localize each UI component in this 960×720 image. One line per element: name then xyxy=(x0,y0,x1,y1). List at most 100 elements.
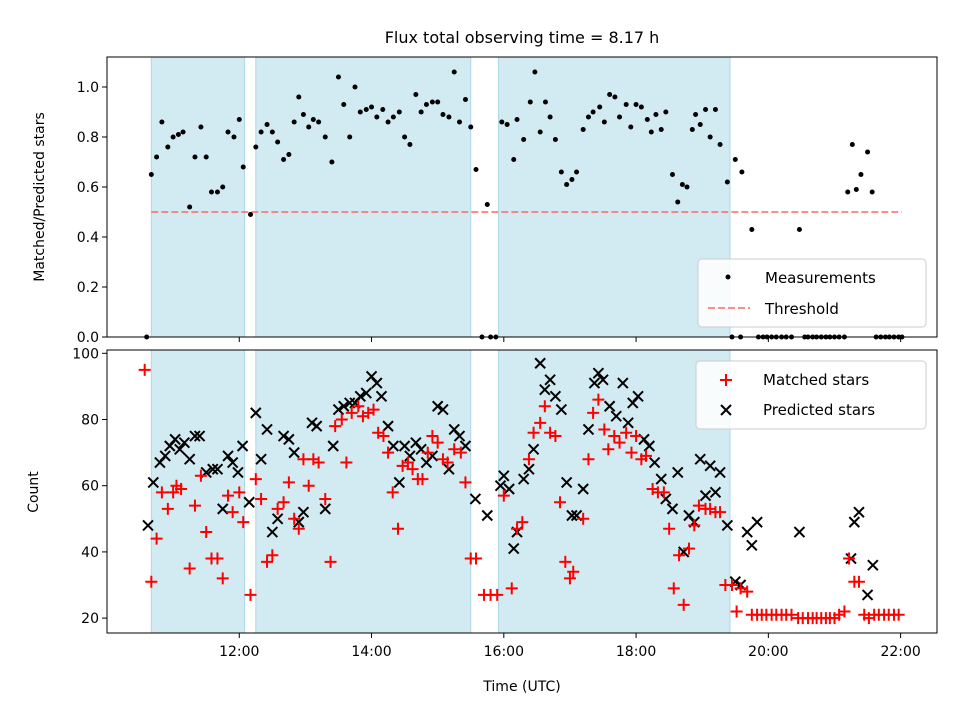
matched-point xyxy=(741,585,754,598)
matched-point xyxy=(673,549,686,562)
measurement-point xyxy=(712,107,718,112)
measurement-point xyxy=(484,202,490,207)
measurement-point xyxy=(739,169,745,175)
measurement-point xyxy=(564,182,570,187)
measurement-point xyxy=(511,157,517,162)
legend-matched-marker xyxy=(720,374,732,386)
matched-point xyxy=(441,456,454,469)
matched-point xyxy=(167,486,180,499)
predicted-point xyxy=(577,483,589,495)
bottom-legend: Matched stars Predicted stars xyxy=(695,360,927,430)
bottom-xtick-label: 18:00 xyxy=(616,644,656,660)
measurement-point xyxy=(849,142,855,147)
measurement-point xyxy=(192,154,198,160)
top-xticks-layer xyxy=(238,337,902,342)
matched-point xyxy=(688,519,701,532)
top-shaded-span-0 xyxy=(150,56,246,338)
matched-point xyxy=(667,582,680,595)
measurement-point xyxy=(462,97,468,102)
measurement-point xyxy=(617,114,623,120)
matched-point xyxy=(459,476,472,489)
top-ytick-label: 0.4 xyxy=(77,230,99,246)
measurement-point xyxy=(396,109,402,115)
measurement-point xyxy=(653,112,659,117)
matched-point xyxy=(155,486,168,499)
measurement-point xyxy=(689,127,695,132)
matched-point xyxy=(194,469,207,482)
matched-point xyxy=(249,473,262,486)
top-panel: 0.0 0.2 0.4 0.6 0.8 1.0 Matched/Predicted sta… xyxy=(32,56,938,346)
bottom-y-axis-label: Count xyxy=(26,471,42,513)
predicted-point xyxy=(261,423,273,436)
measurement-point xyxy=(590,109,596,115)
predicted-point xyxy=(848,516,861,528)
measurement-point xyxy=(407,142,413,147)
legend-predicted-label: Predicted stars xyxy=(763,401,875,419)
predicted-point xyxy=(539,384,551,396)
predicted-point xyxy=(453,430,466,442)
measurement-point xyxy=(658,127,664,132)
legend-matched-label: Matched stars xyxy=(763,371,869,389)
measurement-point xyxy=(329,159,335,165)
matched-point xyxy=(892,608,905,621)
predicted-point xyxy=(517,473,530,485)
legend-predicted-marker xyxy=(720,404,732,416)
predicted-point xyxy=(319,503,331,515)
matched-point xyxy=(692,499,705,512)
matched-point xyxy=(282,476,295,489)
measurement-point xyxy=(248,212,254,217)
measurement-point xyxy=(558,169,564,175)
measurement-point xyxy=(628,124,634,130)
measurement-point xyxy=(527,99,533,105)
matched-point xyxy=(386,486,399,499)
matched-point xyxy=(367,403,380,416)
predicted-point xyxy=(853,506,865,518)
predicted-point xyxy=(610,410,622,422)
matched-point xyxy=(559,555,572,568)
matched-point xyxy=(302,479,315,492)
measurement-point xyxy=(369,104,375,110)
matched-point xyxy=(175,483,188,496)
predicted-point xyxy=(297,506,310,518)
top-ytick-label: 1.0 xyxy=(77,80,99,96)
bottom-ytick-label: 100 xyxy=(72,346,99,362)
predicted-point xyxy=(250,407,262,419)
measurement-point xyxy=(316,119,322,125)
bottom-shaded-span-2 xyxy=(498,349,731,634)
measurement-point xyxy=(675,199,681,205)
measurement-point xyxy=(457,119,463,125)
predicted-point xyxy=(746,539,758,551)
predicted-point xyxy=(549,390,562,403)
predicted-point xyxy=(393,476,406,489)
matched-point xyxy=(598,423,611,436)
matched-point xyxy=(244,588,257,601)
measurement-point xyxy=(845,189,851,195)
matched-point xyxy=(292,522,305,535)
measurement-point xyxy=(648,129,654,135)
predicted-point xyxy=(193,430,206,442)
measurement-point xyxy=(240,164,246,170)
matched-point xyxy=(734,582,747,595)
measurement-point xyxy=(607,92,613,97)
legend-measurements-marker xyxy=(725,274,731,280)
matched-point xyxy=(549,430,562,443)
predicted-point xyxy=(207,463,219,475)
predicted-point xyxy=(189,430,201,442)
matched-point xyxy=(319,492,332,505)
measurement-point xyxy=(335,74,341,80)
predicted-point xyxy=(236,440,249,452)
predicted-point xyxy=(632,390,644,403)
matched-point xyxy=(454,446,467,459)
predicted-point xyxy=(494,480,507,492)
predicted-point xyxy=(354,390,367,403)
predicted-point xyxy=(648,456,661,469)
bottom-yticks-layer: 20 40 60 80 100 xyxy=(72,346,107,627)
matched-point xyxy=(271,502,284,515)
top-yticks-layer: 0.0 0.2 0.4 0.6 0.8 1.0 xyxy=(77,80,107,346)
measurement-point xyxy=(402,134,408,140)
predicted-point xyxy=(271,513,284,525)
measurement-point xyxy=(732,157,738,162)
matched-point xyxy=(491,588,504,601)
matched-point xyxy=(448,443,461,456)
